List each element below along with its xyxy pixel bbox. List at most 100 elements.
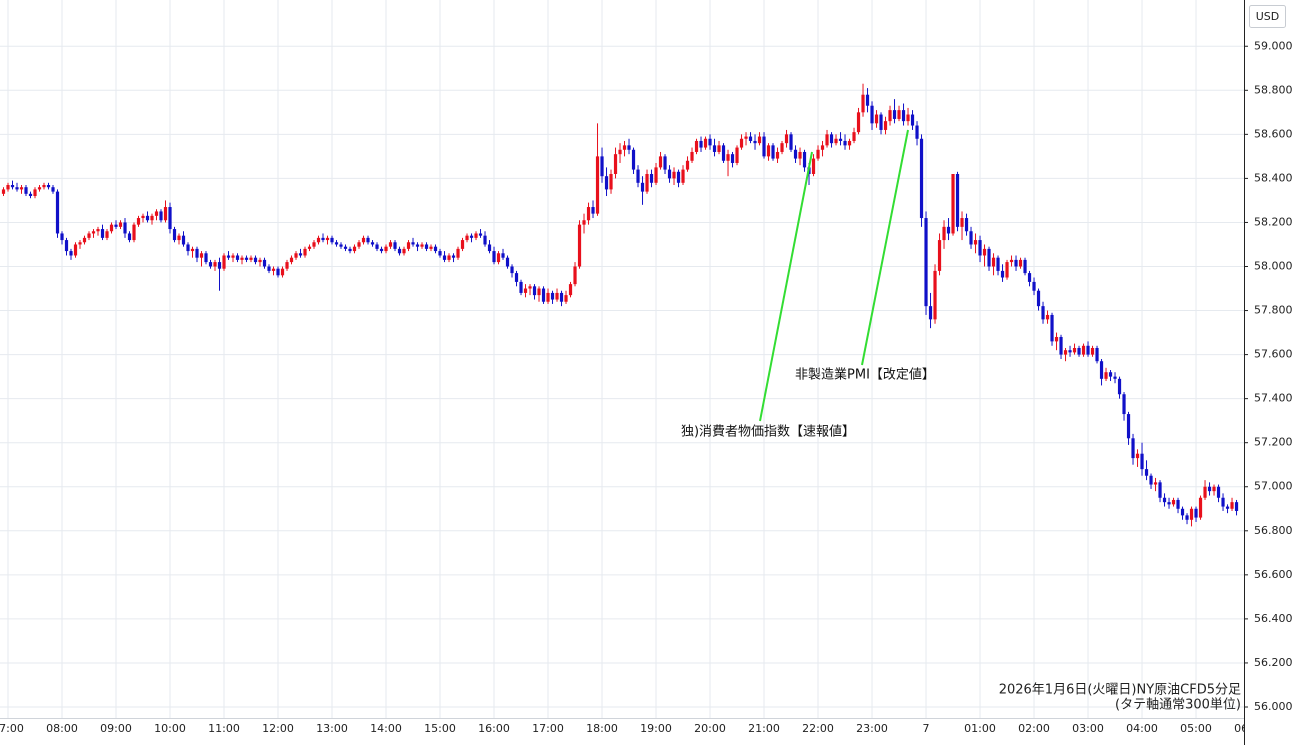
candle-body [766,145,771,157]
candle-body [519,281,523,293]
candle-body [91,231,96,234]
annotation-lines [759,129,909,422]
candle-body [1045,314,1050,320]
x-tick-label: 04:00 [1126,722,1158,735]
y-tick-label: 59.000 [1254,39,1293,52]
candles [1,83,1239,527]
candle-body [82,237,87,243]
candle-body [1090,347,1095,355]
candle-body [604,176,609,190]
candle-body [136,218,141,225]
candle-body [6,185,10,190]
candle-body [249,257,253,260]
candle-body [132,224,136,241]
candle-body [420,244,424,247]
candle-body [631,149,636,170]
candle-body [1198,497,1203,518]
candle-body [141,215,145,219]
candle-body [528,286,532,289]
candle-body [663,156,667,170]
candle-body [942,226,946,241]
candle-body [253,257,258,263]
candle-body [748,136,753,141]
candle-body [69,251,73,256]
candle-body [951,173,955,234]
candle-body [150,215,154,221]
candle-body [343,246,348,249]
candle-body [757,136,762,144]
candle-body [438,251,442,256]
candle-body [235,255,240,260]
candle-body [928,306,933,320]
candle-body [307,246,312,249]
candle-body [1185,515,1189,520]
candle-body [1009,259,1014,263]
candle-body [879,114,883,130]
candle-body [658,156,663,168]
y-tick-label: 57.800 [1254,304,1293,317]
candle-body [222,255,226,269]
candle-body [231,255,235,258]
candle-body [1108,372,1113,377]
y-tick-label: 56.000 [1254,700,1293,713]
candle-body [195,248,199,258]
candle-body [915,125,919,139]
candle-body [348,248,352,252]
candle-body [582,220,586,225]
candle-body [595,156,600,214]
candle-body [1032,281,1036,291]
candle-body [600,156,604,177]
candle-body [546,292,550,302]
candle-body [735,147,739,163]
candle-body [865,94,870,106]
candle-body [874,114,879,124]
candle-body [105,231,109,238]
candle-body [694,140,699,152]
candle-body [717,145,721,152]
candle-body [289,257,294,263]
candle-body [721,145,726,161]
candle-body [969,231,973,245]
candle-body [37,187,42,190]
candle-body [978,240,982,256]
y-tick-label: 58.600 [1254,127,1293,140]
candle-body [753,140,757,144]
y-tick-label: 58.400 [1254,171,1293,184]
candle-body [1081,345,1086,355]
y-tick-label: 58.800 [1254,83,1293,96]
candle-body [1149,475,1153,485]
footnote: (タテ軸通常300単位) [1115,697,1241,713]
candle-body [154,211,159,216]
candle-body [937,240,942,271]
candle-body [964,218,969,232]
x-tick-label: 21:00 [748,722,780,735]
x-tick-label: 23:00 [856,722,888,735]
candle-body [406,242,411,249]
candle-body [64,240,69,252]
candle-body [649,173,654,183]
candle-body [496,253,501,263]
candle-body [1144,469,1149,476]
candle-body [415,244,420,247]
candle-body [213,262,217,267]
candle-body [217,262,222,269]
candle-body [87,233,91,238]
candle-body [1000,270,1005,278]
candle-body [613,154,618,174]
candle-body [910,114,915,126]
candle-body [955,173,960,227]
candle-body [474,233,478,238]
candle-body [244,257,249,260]
candle-body [42,185,46,188]
candle-body [375,244,379,249]
candle-body [775,151,780,159]
candle-body [514,273,519,282]
candle-body [330,237,334,243]
candle-body [609,173,613,190]
candle-body [861,94,865,113]
x-tick-label: 16:00 [478,722,510,735]
candle-body [28,193,33,197]
candle-body [240,257,244,260]
candle-body [906,114,910,122]
